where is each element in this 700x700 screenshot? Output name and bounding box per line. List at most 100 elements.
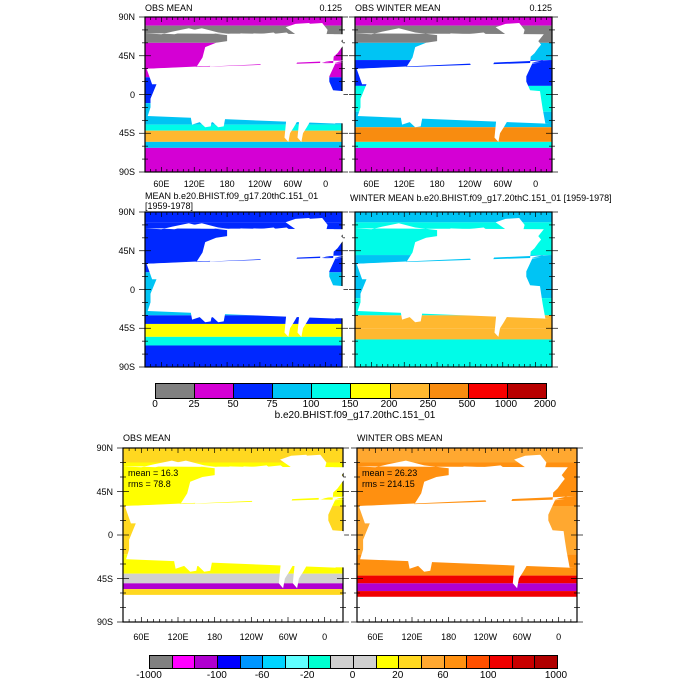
stat-mean: mean = 26.23 (362, 468, 418, 478)
land-mask (357, 460, 575, 534)
land-mask (587, 285, 618, 297)
land-mask (2, 465, 71, 528)
colorbar-box (195, 656, 219, 668)
ocean-field-band (355, 212, 552, 223)
mid-left-lat-label: 0 (129, 284, 135, 295)
top-left-lat-label: 45S (118, 128, 135, 139)
land-mask (676, 466, 700, 485)
stat-mean: mean = 16.3 (128, 468, 179, 478)
land-mask (84, 85, 110, 142)
top-right-lon-label: 120W (458, 179, 482, 189)
colorbar2-label: 20 (392, 670, 404, 681)
colorbar-box (354, 656, 377, 668)
bot-right-lon-label: 60W (512, 632, 532, 642)
bot-left-lon-label: 120W (239, 632, 264, 642)
land-mask (495, 23, 525, 43)
land-mask (193, 90, 224, 102)
land-mask (491, 280, 517, 337)
colorbar-box (535, 656, 558, 668)
colorbar-box (429, 384, 469, 398)
land-mask (0, 292, 14, 297)
colorbar1-label: 75 (266, 399, 278, 410)
top-right-lon-label: 60W (493, 179, 513, 189)
ocean-field-band (355, 141, 552, 148)
ocean-field-band (145, 345, 342, 367)
bot-right-lon-label: 0 (556, 632, 562, 642)
ocean-field-band (357, 596, 577, 622)
top-left-lon-label: 0 (323, 179, 329, 189)
ocean-field-band (145, 212, 342, 223)
colorbar2-label: 0 (349, 670, 356, 681)
mid-left-lat-label: 90S (118, 362, 135, 372)
ocean-field-band (145, 336, 342, 346)
land-mask (246, 32, 308, 88)
land-mask (36, 227, 98, 283)
colorbar1-label: 2000 (533, 399, 557, 410)
land-mask (495, 218, 525, 238)
colorbar1-label: 50 (227, 399, 239, 410)
top-left-lat-label: 90N (118, 12, 135, 22)
colorbar2-label: 100 (479, 670, 497, 681)
bot-right-lon-label: 120E (401, 632, 423, 642)
land-mask (577, 460, 700, 534)
map-obs-winter-mean (158, 16, 700, 173)
ocean-field-band (355, 328, 552, 340)
land-mask (298, 23, 328, 43)
panel-title: WINTER OBS MEAN (357, 433, 443, 443)
land-mask (236, 465, 305, 528)
colorbar1-label: 250 (419, 399, 437, 410)
colorbar-box (351, 384, 391, 398)
colorbar-box (331, 656, 355, 668)
land-mask (176, 530, 211, 543)
land-mask (443, 32, 505, 88)
land-mask (390, 285, 421, 297)
colorbar-box (376, 656, 400, 668)
panel-title: OBS MEAN (123, 433, 171, 443)
colorbar2-label: 1000 (544, 670, 568, 681)
top-left-lon-label: 180 (219, 179, 235, 189)
top-left-lat-label: 0 (129, 89, 135, 100)
colorbar1-label: 0 (152, 399, 158, 410)
colorbar-box (150, 656, 173, 668)
land-mask (640, 227, 700, 283)
land-mask (627, 545, 653, 572)
bot-right-lon-label: 120W (473, 632, 498, 642)
panel-right-label: 0.125 (529, 3, 552, 13)
bot-left-lon-label: 60E (133, 632, 150, 642)
ocean-field-band (357, 575, 577, 584)
land-mask (396, 530, 431, 543)
land-mask (597, 104, 620, 128)
land-mask (587, 90, 618, 102)
ocean-field-band (357, 591, 577, 597)
ocean-field-band (145, 141, 342, 148)
ocean-field-band (145, 315, 342, 324)
land-mask (0, 97, 14, 102)
ocean-field-band (145, 124, 342, 131)
colorbar-box (467, 656, 491, 668)
land-mask (0, 299, 16, 323)
panel-title: OBS MEAN (145, 3, 193, 13)
colorbar1-label: 200 (380, 399, 398, 410)
map-diff-winter-obs-mean (137, 447, 700, 623)
land-mask (443, 227, 505, 283)
land-mask (491, 85, 517, 142)
colorbar-box (308, 656, 332, 668)
top-right-lon-label: 60E (363, 179, 380, 189)
land-mask (246, 227, 308, 283)
mid-left-lat-label: 45S (118, 323, 135, 334)
colorbar1-label: 150 (341, 399, 359, 410)
land-mask (84, 280, 110, 337)
colorbar1 (155, 383, 547, 399)
land-mask (400, 299, 423, 323)
bot-right-lon-label: 60E (367, 632, 384, 642)
bot-left-lat-label: 0 (107, 530, 113, 540)
land-mask (692, 24, 700, 33)
land-mask (400, 104, 423, 128)
ocean-field-band (357, 583, 577, 592)
ocean-field-band (355, 147, 552, 172)
panel-title: MEAN b.e20.BHIST.f09_g17.20thC.151_01 [1… (145, 191, 319, 211)
land-mask (203, 299, 226, 323)
land-mask (203, 104, 226, 128)
colorbar-box (512, 656, 536, 668)
